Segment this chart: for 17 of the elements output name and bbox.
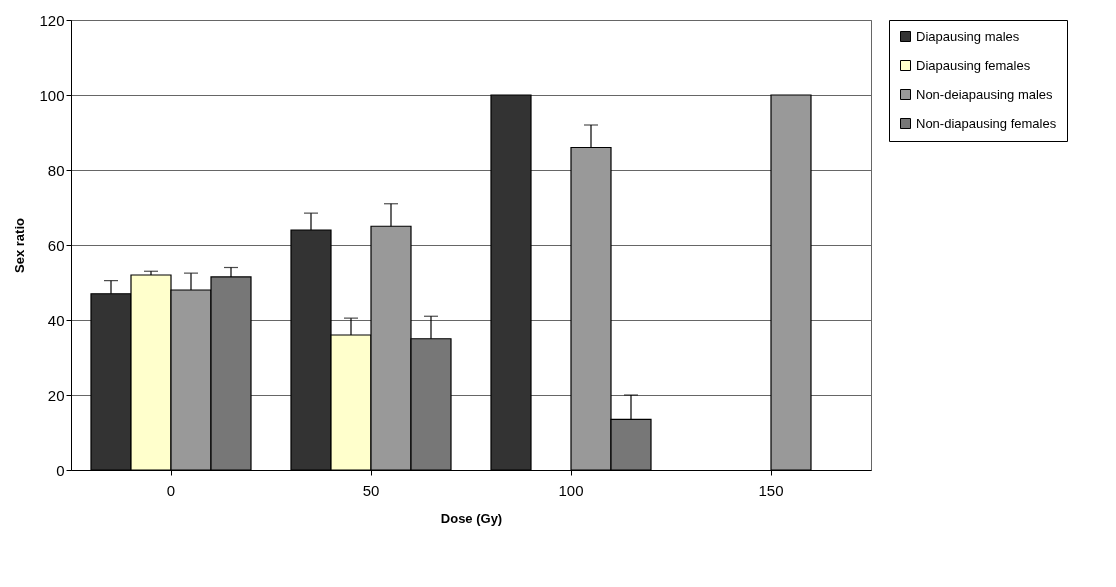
legend-label: Non-deiapausing males bbox=[916, 86, 1054, 102]
x-tick-label: 100 bbox=[558, 481, 584, 499]
legend-label: Diapausing females bbox=[916, 57, 1031, 73]
x-tick-label: 150 bbox=[758, 481, 784, 499]
x-tick-label: 0 bbox=[166, 481, 176, 499]
legend-label: Diapausing males bbox=[916, 28, 1020, 44]
y-tick-label: 100 bbox=[39, 86, 65, 104]
y-tick-label: 0 bbox=[56, 461, 65, 479]
y-tick-label: 60 bbox=[47, 236, 65, 254]
x-axis-title: Dose (Gy) bbox=[440, 510, 503, 526]
legend-label: Non-diapausing females bbox=[916, 115, 1057, 131]
y-tick-label: 20 bbox=[47, 386, 65, 404]
y-tick-label: 120 bbox=[39, 11, 65, 29]
y-tick-label: 40 bbox=[47, 311, 65, 329]
y-axis-title: Sex ratio bbox=[12, 217, 28, 273]
y-tick-label: 80 bbox=[47, 161, 65, 179]
x-tick-label: 50 bbox=[362, 481, 380, 499]
